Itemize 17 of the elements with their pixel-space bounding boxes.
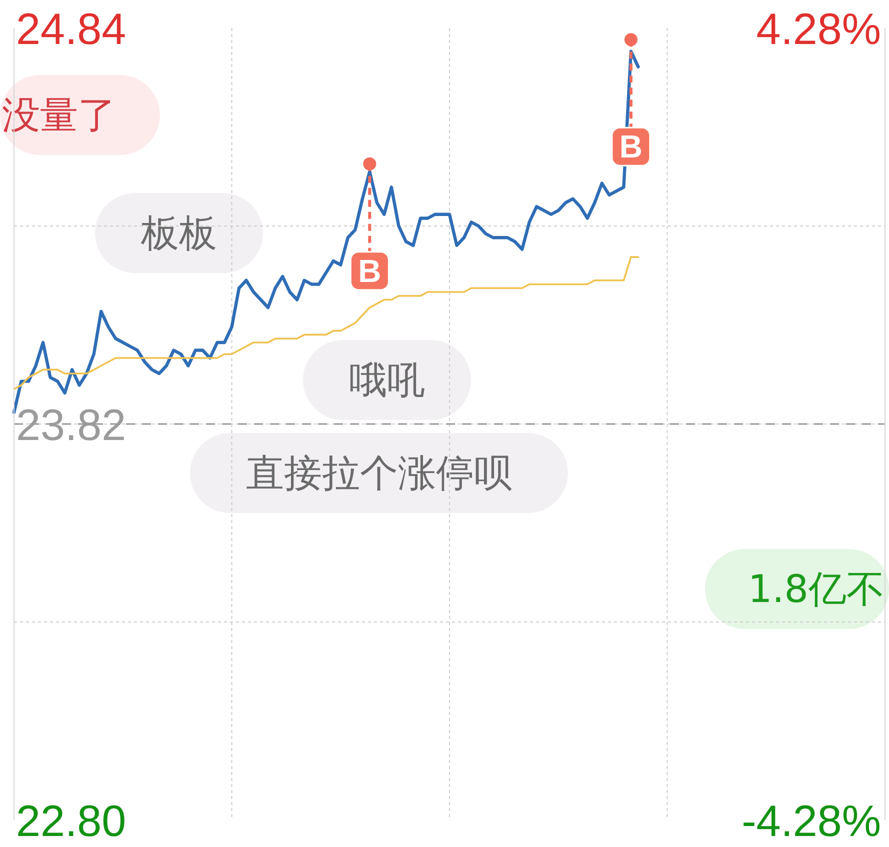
annotation: 哦吼 [349,358,425,402]
annotation: 板板 [141,211,217,255]
annotation: 1.8亿不 [748,567,884,611]
y2-tick-label: -4.28% [742,797,881,846]
y-tick-label: 22.80 [16,797,126,846]
annotation: B [358,252,382,289]
speech-bubble: 没量了 [0,75,160,155]
annotation: B [619,128,643,165]
y-tick-label: 23.82 [16,401,126,450]
speech-bubble: 板板 [95,193,263,273]
annotation: 没量了 [2,93,116,137]
speech-bubble: 哦吼 [303,340,471,420]
y2-tick-label: 4.28% [756,5,881,54]
speech-bubble: 直接拉个涨停呗 [190,433,568,513]
speech-bubble: 1.8亿不 [705,549,889,629]
y-tick-label: 24.84 [16,5,126,54]
annotation: 直接拉个涨停呗 [246,451,512,495]
